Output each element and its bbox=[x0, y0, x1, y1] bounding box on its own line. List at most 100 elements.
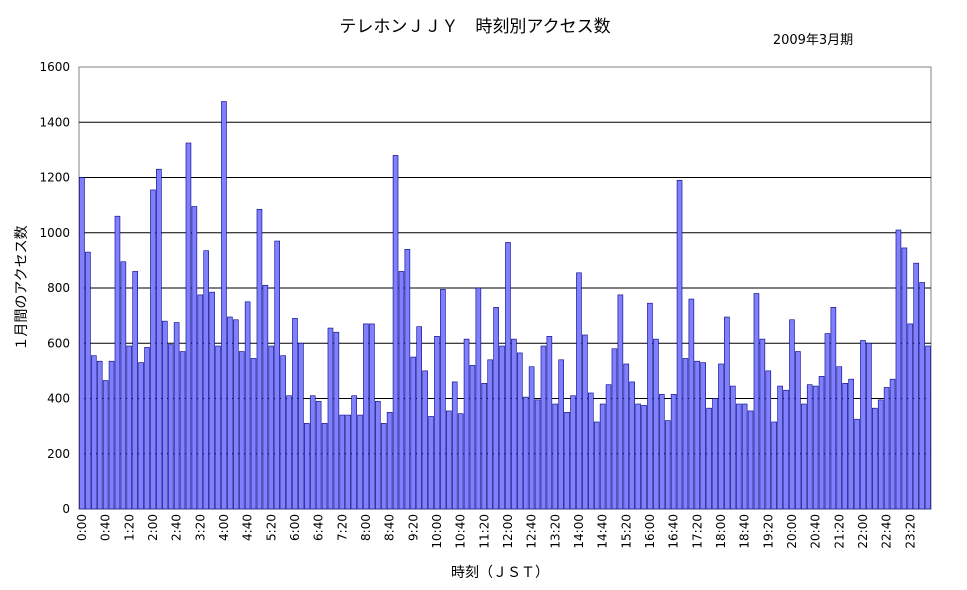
bar bbox=[588, 392, 594, 510]
bar bbox=[522, 396, 529, 510]
x-tick-label: 20:00 bbox=[785, 514, 799, 549]
x-tick-label: 4:40 bbox=[241, 514, 255, 541]
bar bbox=[120, 261, 127, 510]
bar bbox=[718, 363, 724, 510]
bar bbox=[842, 383, 848, 510]
bar bbox=[901, 247, 908, 510]
x-tick-label: 5:20 bbox=[264, 514, 278, 541]
bar bbox=[706, 407, 712, 510]
bar bbox=[759, 338, 766, 510]
bar bbox=[79, 177, 85, 510]
y-tick-label: 400 bbox=[47, 392, 70, 406]
bar bbox=[682, 358, 689, 510]
x-tick-label: 22:00 bbox=[856, 514, 870, 549]
bar bbox=[812, 385, 819, 510]
y-axis-label: １月間のアクセス数 bbox=[14, 225, 30, 350]
bar bbox=[700, 362, 706, 510]
bar bbox=[357, 414, 363, 510]
bar bbox=[315, 400, 322, 510]
bar bbox=[457, 413, 464, 510]
x-tick-labels: 0:00 0:40 1:20 2:00 2:40 3:20 4:00 4:40 5:20 6:00… bbox=[75, 514, 917, 549]
bar bbox=[889, 378, 896, 510]
x-tick-label: 12:40 bbox=[525, 514, 539, 549]
bar bbox=[877, 399, 884, 510]
bar bbox=[428, 416, 434, 510]
x-tick-label: 13:20 bbox=[548, 514, 562, 549]
bar bbox=[215, 345, 221, 510]
bar bbox=[593, 421, 600, 510]
bar bbox=[475, 287, 482, 510]
x-tick-label: 17:20 bbox=[690, 514, 704, 549]
x-tick-label: 20:40 bbox=[809, 514, 823, 549]
bar bbox=[197, 294, 204, 510]
x-tick-label: 12:00 bbox=[501, 514, 515, 549]
bar bbox=[451, 381, 458, 510]
bar bbox=[126, 345, 133, 510]
bar bbox=[505, 242, 511, 510]
bar bbox=[564, 412, 570, 510]
bar bbox=[747, 410, 754, 510]
bar bbox=[238, 351, 245, 510]
bar bbox=[392, 155, 399, 510]
y-tick-label: 1000 bbox=[39, 226, 70, 240]
bar bbox=[268, 345, 275, 510]
bar bbox=[144, 347, 150, 510]
bar bbox=[907, 323, 914, 510]
bar bbox=[777, 385, 783, 510]
bar bbox=[611, 348, 618, 510]
bar bbox=[552, 403, 559, 510]
bar bbox=[351, 395, 357, 510]
x-tick-label: 10:40 bbox=[454, 514, 468, 549]
x-tick-label: 6:00 bbox=[288, 514, 302, 541]
y-tick-label: 1200 bbox=[39, 171, 70, 185]
x-tick-label: 15:20 bbox=[619, 514, 633, 549]
bar bbox=[321, 423, 328, 510]
bar bbox=[558, 359, 564, 510]
bar bbox=[108, 360, 115, 510]
bar bbox=[854, 418, 860, 510]
bar bbox=[481, 383, 488, 510]
bar bbox=[167, 344, 174, 510]
bar bbox=[256, 208, 263, 510]
y-tick-label: 200 bbox=[47, 447, 70, 461]
bar bbox=[286, 395, 292, 510]
bars bbox=[79, 101, 931, 510]
bar bbox=[741, 403, 748, 510]
bar bbox=[250, 358, 257, 510]
bar bbox=[469, 365, 476, 510]
bar bbox=[221, 101, 227, 510]
bar bbox=[173, 322, 180, 510]
bar bbox=[298, 342, 304, 510]
x-tick-label: 19:20 bbox=[761, 514, 775, 549]
x-axis-label: 時刻（ＪＳＴ） bbox=[451, 565, 549, 581]
y-tick-label: 800 bbox=[47, 281, 70, 295]
bar bbox=[676, 179, 683, 510]
bar bbox=[599, 403, 606, 510]
bar bbox=[694, 360, 701, 510]
bar bbox=[369, 323, 375, 510]
x-tick-label: 2:00 bbox=[146, 514, 160, 541]
bar bbox=[883, 387, 890, 510]
bar bbox=[925, 345, 931, 510]
bar bbox=[386, 412, 393, 510]
bar bbox=[304, 423, 310, 510]
bar bbox=[919, 282, 925, 510]
bar bbox=[114, 215, 121, 510]
bar bbox=[380, 423, 387, 510]
bar bbox=[150, 189, 156, 510]
bar bbox=[623, 363, 630, 510]
bar bbox=[162, 320, 168, 510]
bar bbox=[463, 338, 470, 510]
bar bbox=[434, 336, 440, 510]
x-tick-label: 18:40 bbox=[738, 514, 752, 549]
bar bbox=[102, 380, 109, 510]
bar bbox=[730, 385, 736, 510]
bar bbox=[404, 249, 411, 510]
x-tick-label: 3:20 bbox=[193, 514, 207, 541]
y-tick-label: 1600 bbox=[39, 60, 70, 74]
bar bbox=[534, 399, 541, 510]
x-tick-label: 8:40 bbox=[383, 514, 397, 541]
bar bbox=[570, 395, 576, 510]
bar bbox=[517, 352, 523, 510]
